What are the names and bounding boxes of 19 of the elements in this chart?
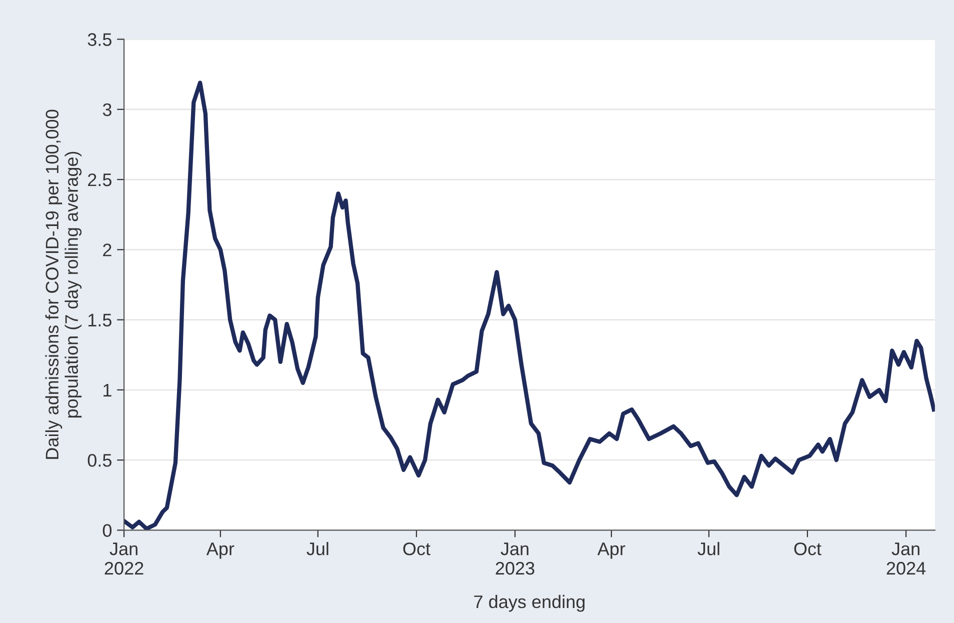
- x-tick-label: Apr: [206, 542, 234, 559]
- y-tick-label: 2.5: [88, 173, 112, 186]
- y-axis-title: Daily admissions for COVID-19 per 100,000 population (7 day rolling average): [45, 110, 82, 459]
- x-tick-label: Jan 2024: [886, 542, 926, 575]
- x-tick-label: Oct: [403, 542, 430, 556]
- x-tick-label: Oct: [794, 542, 822, 556]
- x-tick-label: Jul: [306, 542, 328, 556]
- y-tick-label: 0.5: [88, 454, 112, 467]
- y-tick-label: 2: [103, 244, 112, 256]
- x-tick-label: Jan 2022: [104, 542, 144, 575]
- x-tick-label: Jul: [698, 542, 720, 556]
- y-tick-label: 3: [102, 103, 112, 116]
- x-tick-label: Jan 2023: [496, 542, 534, 575]
- y-tick-label: 0: [102, 524, 112, 537]
- x-axis-title: 7 days ending: [474, 594, 585, 612]
- x-tick-label: Apr: [597, 542, 626, 559]
- y-tick-label: 1.5: [88, 314, 112, 326]
- y-tick-label: 1: [104, 384, 112, 396]
- y-tick-label: 3.5: [88, 33, 112, 46]
